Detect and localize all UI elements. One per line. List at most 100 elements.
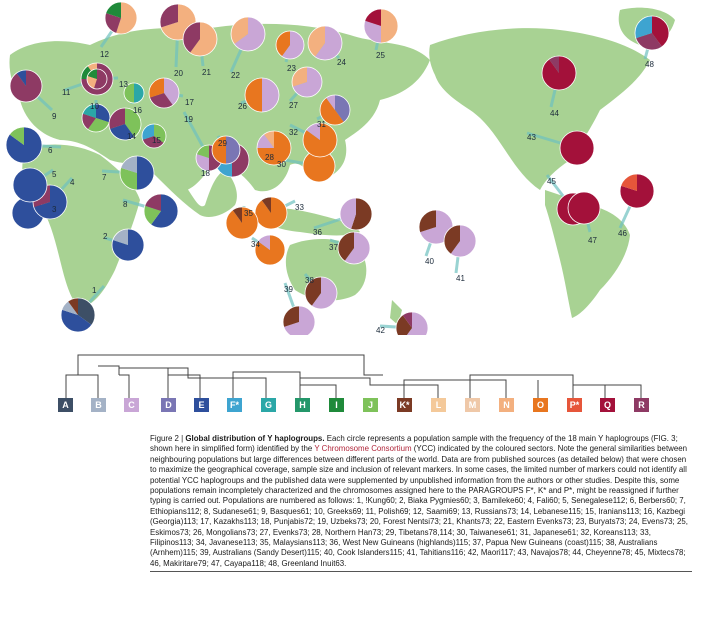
population-pie[interactable]: [244, 77, 280, 113]
population-pie[interactable]: [12, 167, 48, 203]
population-pie[interactable]: [123, 82, 145, 104]
population-pie[interactable]: [148, 77, 180, 109]
population-pie[interactable]: [119, 155, 155, 191]
pie-slice: [183, 22, 200, 53]
population-pie[interactable]: [291, 66, 323, 98]
population-number: 26: [238, 102, 247, 111]
pie-slice: [87, 69, 97, 79]
pie-slice: [311, 277, 337, 309]
population-pie[interactable]: [60, 297, 96, 333]
population-number: 11: [62, 88, 71, 97]
population-pie[interactable]: [225, 206, 259, 240]
pie-slice: [568, 192, 600, 224]
pie-slice: [82, 104, 96, 118]
population-pie[interactable]: [211, 135, 241, 165]
pie-outline: [302, 122, 338, 158]
pie-slice: [450, 225, 476, 257]
pie-slice: [652, 16, 670, 47]
population-pie[interactable]: [230, 16, 266, 52]
pie-outline: [443, 224, 477, 258]
pie-outline: [182, 21, 218, 57]
population-pie[interactable]: [319, 94, 351, 126]
population-number: 48: [645, 60, 654, 69]
population-pie[interactable]: [302, 122, 338, 158]
population-number: 35: [244, 209, 253, 218]
population-pie[interactable]: [141, 123, 167, 149]
pie-slice: [635, 16, 652, 39]
pie-slice: [335, 95, 351, 123]
pie-outline: [319, 94, 351, 126]
population-number: 9: [52, 112, 57, 121]
pie-outline: [12, 167, 48, 203]
population-pie[interactable]: [619, 173, 655, 209]
population-number: 45: [547, 177, 556, 186]
population-number: 20: [174, 69, 183, 78]
pie-outline: [395, 311, 429, 335]
population-pie[interactable]: [111, 228, 145, 262]
population-pie[interactable]: [182, 21, 218, 57]
caption-text-1: Each circle represents a population samp…: [150, 434, 678, 454]
population-pie[interactable]: [541, 55, 577, 91]
ycc-link[interactable]: Y Chromosome Consortium: [314, 444, 412, 454]
pie-outline: [143, 193, 179, 229]
population-number: 28: [265, 153, 274, 162]
pie-outline: [337, 231, 371, 265]
tree-branches: [65, 354, 642, 398]
pie-slice: [308, 26, 325, 57]
population-pie[interactable]: [254, 196, 288, 230]
pie-slice: [262, 78, 279, 112]
population-number: 2: [103, 232, 108, 241]
population-pie[interactable]: [307, 25, 343, 61]
pie-slice: [351, 198, 372, 231]
pie-slice: [151, 194, 178, 228]
pie-outline: [80, 62, 114, 96]
pie-slice: [109, 108, 125, 129]
pie-slice: [560, 131, 594, 165]
pie-slice: [60, 309, 92, 332]
pie-outline: [567, 191, 601, 225]
population-pie[interactable]: [567, 191, 601, 225]
pie-slice: [33, 185, 67, 219]
population-pie[interactable]: [634, 15, 670, 51]
pie-slice: [306, 123, 320, 140]
population-pie[interactable]: [443, 224, 477, 258]
pie-outline: [123, 82, 145, 104]
pie-slice: [261, 197, 271, 213]
pie-outline: [244, 77, 280, 113]
population-number: 41: [456, 274, 465, 283]
pie-slice: [196, 145, 209, 158]
population-pie[interactable]: [339, 197, 373, 231]
population-pie[interactable]: [143, 193, 179, 229]
population-pie[interactable]: [108, 107, 142, 141]
pie-slice: [190, 22, 217, 57]
haplogroup-box: C: [124, 398, 139, 412]
population-pie[interactable]: [337, 231, 371, 265]
population-pie[interactable]: [104, 1, 138, 35]
haplogroup-box: E: [194, 398, 209, 412]
population-number: 1: [92, 286, 97, 295]
haplogroup-box: R: [634, 398, 649, 412]
population-pie[interactable]: [254, 234, 286, 266]
pie-slice: [320, 97, 344, 125]
population-pie[interactable]: [5, 126, 43, 164]
pie-slice: [402, 312, 412, 328]
pie-outline: [104, 1, 138, 35]
population-pie[interactable]: [395, 311, 429, 335]
pie-slice: [232, 207, 242, 223]
pie-slice: [303, 150, 335, 182]
population-number: 19: [184, 115, 193, 124]
pie-slice: [315, 26, 342, 60]
population-pie[interactable]: [81, 103, 111, 133]
north-america-landmass: [429, 28, 650, 190]
pie-slice: [82, 113, 96, 130]
population-pie[interactable]: [9, 69, 43, 103]
population-pie[interactable]: [363, 8, 399, 44]
population-pie[interactable]: [304, 276, 338, 310]
population-pie[interactable]: [275, 30, 305, 60]
population-pie[interactable]: [559, 130, 595, 166]
population-pie[interactable]: [86, 68, 108, 90]
pie-slice: [406, 312, 428, 335]
population-pie[interactable]: [282, 305, 316, 335]
population-pie[interactable]: [256, 130, 292, 166]
pie-slice: [120, 156, 137, 173]
